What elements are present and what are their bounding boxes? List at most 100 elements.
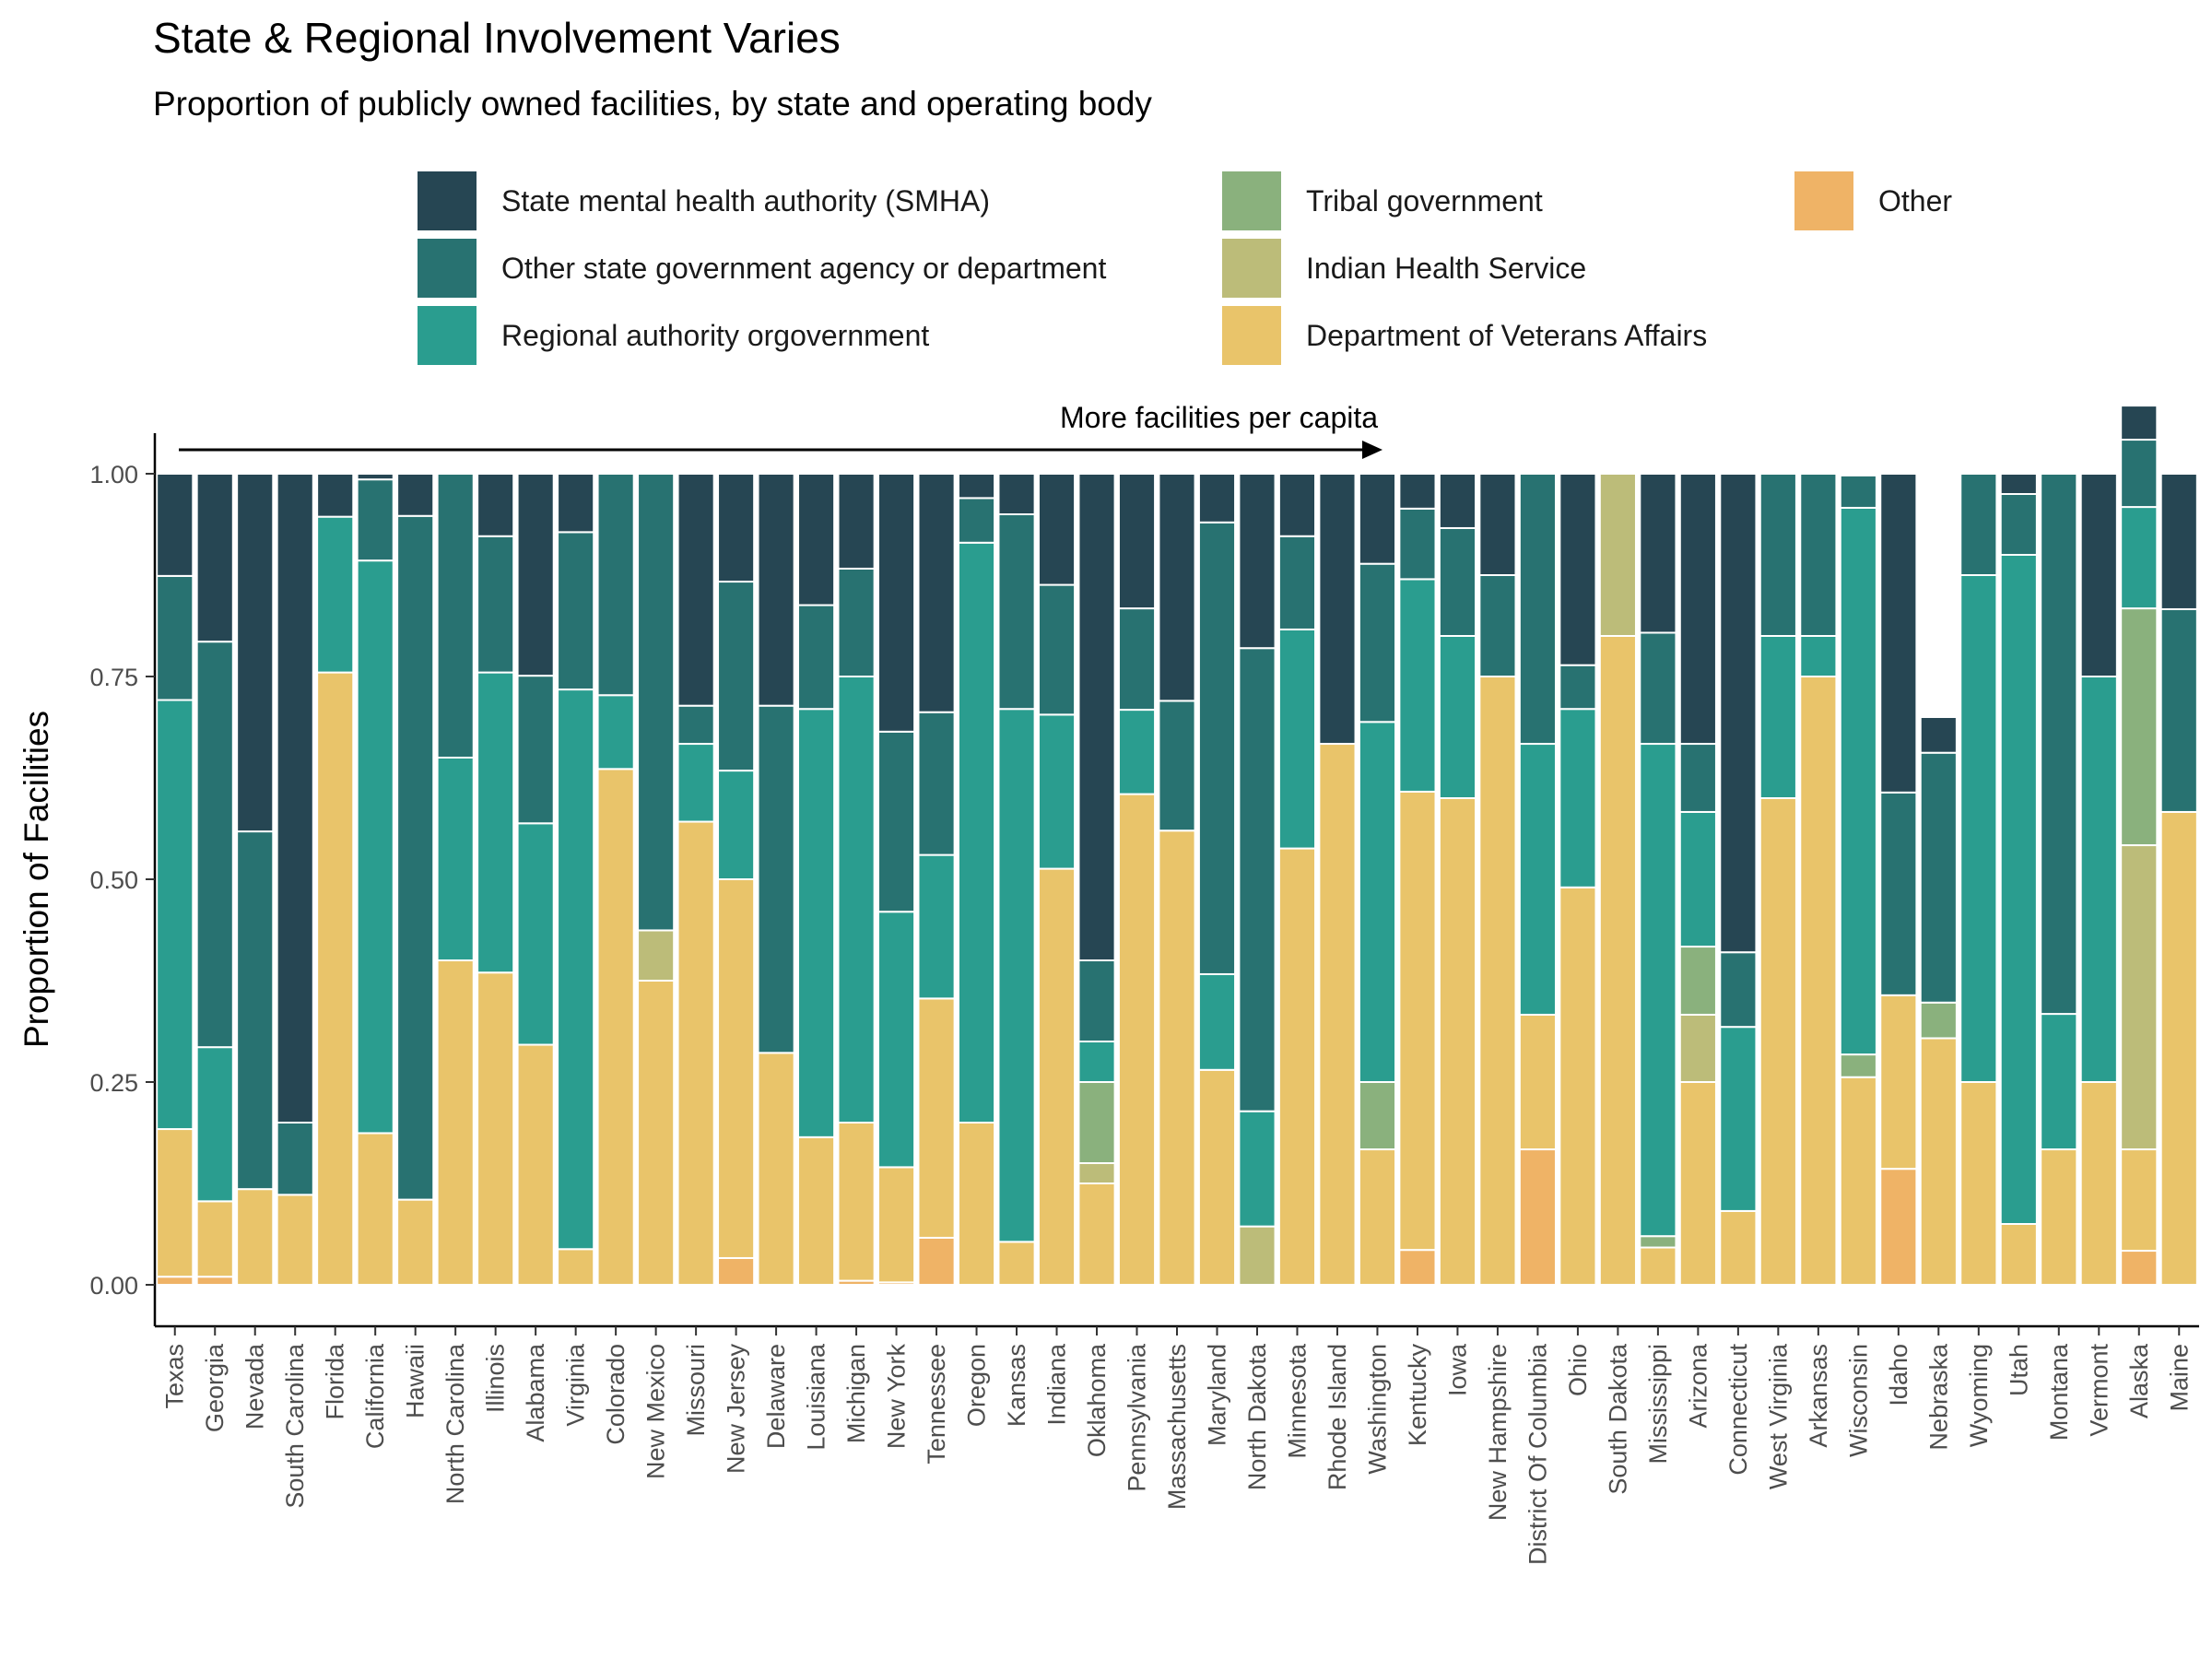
x-tick-label-alaska: Alaska (2125, 1343, 2153, 1418)
bar-georgia-other-state-government-agency-or-department (195, 641, 234, 1049)
bar-georgia-department-of-veterans-affairs (195, 1200, 234, 1278)
bar-ohio-regional-authority-orgovernment (1559, 708, 1597, 888)
bar-arizona-other-state-government-agency-or-department (1678, 743, 1717, 813)
bar-montana-department-of-veterans-affairs (2040, 1148, 2078, 1287)
x-tick-label-virginia: Virginia (562, 1343, 590, 1427)
bar-wisconsin-other-state-government-agency-or-department (1839, 474, 1877, 509)
bar-maine-department-of-veterans-affairs (2159, 810, 2198, 1286)
x-tick-label-rhode-island: Rhode Island (1324, 1344, 1351, 1490)
x-tick-label-missouri: Missouri (682, 1344, 710, 1437)
bar-massachusetts-other-state-government-agency-or-department (1158, 700, 1196, 832)
bar-alaska-indian-health-service (2120, 844, 2159, 1151)
bar-kentucky-regional-authority-orgovernment (1398, 578, 1437, 793)
x-tick-label-wisconsin: Wisconsin (1844, 1344, 1872, 1457)
bar-arkansas-department-of-veterans-affairs (1799, 676, 1838, 1286)
x-tick-label-idaho: Idaho (1885, 1344, 1912, 1406)
bar-vermont-regional-authority-orgovernment (2079, 676, 2118, 1083)
bar-oregon-other-state-government-agency-or-department (957, 497, 996, 544)
bar-michigan-other-state-government-agency-or-department (837, 567, 876, 678)
bar-florida-state-mental-health-authority-smha (316, 473, 355, 518)
bar-pennsylvania-state-mental-health-authority-smha (1117, 473, 1157, 610)
bar-tennessee-other-state-government-agency-or-department (917, 711, 956, 856)
bar-nevada-other-state-government-agency-or-department (236, 830, 275, 1191)
bar-vermont-state-mental-health-authority-smha (2079, 473, 2118, 677)
bar-mississippi-tribal-government (1639, 1235, 1677, 1249)
bar-maine-state-mental-health-authority-smha (2159, 473, 2198, 610)
bar-massachusetts-state-mental-health-authority-smha (1158, 473, 1196, 702)
bar-nebraska-department-of-veterans-affairs (1919, 1037, 1958, 1286)
bar-minnesota-state-mental-health-authority-smha (1277, 473, 1317, 537)
bar-tennessee-regional-authority-orgovernment (917, 853, 956, 1000)
bar-ohio-other-state-government-agency-or-department (1559, 664, 1597, 711)
x-tick-label-maine: Maine (2165, 1344, 2193, 1412)
bar-utah-department-of-veterans-affairs (1999, 1223, 2038, 1286)
bar-north-dakota-indian-health-service (1238, 1225, 1277, 1287)
x-tick-label-arkansas: Arkansas (1805, 1344, 1832, 1448)
x-tick-label-north-carolina: North Carolina (441, 1343, 469, 1504)
y-tick-label-0-25: 0.25 (89, 1069, 138, 1097)
x-tick-label-illinois: Illinois (482, 1344, 510, 1413)
bar-georgia-state-mental-health-authority-smha (195, 473, 234, 643)
bar-texas-other-state-government-agency-or-department (156, 574, 194, 701)
bar-kentucky-state-mental-health-authority-smha (1398, 473, 1437, 510)
bar-nebraska-other-state-government-agency-or-department (1919, 751, 1958, 1004)
bar-connecticut-other-state-government-agency-or-department (1719, 951, 1758, 1029)
x-tick-label-florida: Florida (322, 1343, 349, 1420)
x-tick-label-oregon: Oregon (963, 1344, 991, 1427)
bar-wisconsin-state-mental-health-authority-smha (1839, 473, 1877, 477)
bar-connecticut-state-mental-health-authority-smha (1719, 473, 1758, 954)
bar-wyoming-regional-authority-orgovernment (1959, 574, 1998, 1083)
bar-tennessee-state-mental-health-authority-smha (917, 473, 956, 713)
bar-oregon-regional-authority-orgovernment (957, 541, 996, 1124)
bar-illinois-state-mental-health-authority-smha (477, 473, 515, 537)
bar-wisconsin-regional-authority-orgovernment (1839, 506, 1877, 1056)
y-tick-label-0-50: 0.50 (89, 866, 138, 894)
bar-illinois-department-of-veterans-affairs (477, 971, 515, 1286)
bar-new-york-department-of-veterans-affairs (877, 1166, 916, 1284)
bar-georgia-other (195, 1276, 234, 1286)
bar-alabama-other-state-government-agency-or-department (516, 675, 555, 825)
bar-pennsylvania-regional-authority-orgovernment (1117, 709, 1157, 795)
x-tick-label-california: California (361, 1343, 389, 1449)
bar-utah-other-state-government-agency-or-department (1999, 493, 2038, 556)
x-tick-label-oklahoma: Oklahoma (1083, 1343, 1111, 1457)
bar-kansas-other-state-government-agency-or-department (997, 513, 1036, 711)
bar-ohio-state-mental-health-authority-smha (1559, 473, 1597, 666)
chart-title: State & Regional Involvement Varies (153, 14, 841, 62)
y-tick-label-1-00: 1.00 (89, 461, 138, 488)
x-tick-label-ohio: Ohio (1564, 1344, 1592, 1396)
bar-nevada-department-of-veterans-affairs (236, 1188, 275, 1287)
y-tick-label-0-75: 0.75 (89, 664, 138, 691)
bar-oklahoma-department-of-veterans-affairs (1077, 1182, 1116, 1286)
x-tick-label-massachusetts: Massachusetts (1163, 1344, 1191, 1510)
bar-idaho-state-mental-health-authority-smha (1879, 473, 1918, 794)
x-tick-label-district-of-columbia: District Of Columbia (1524, 1343, 1551, 1565)
x-tick-label-connecticut: Connecticut (1724, 1344, 1752, 1476)
bar-hawaii-other-state-government-agency-or-department (396, 514, 435, 1201)
bars-group (156, 405, 2198, 1287)
bar-alaska-regional-authority-orgovernment (2120, 506, 2159, 610)
bar-west-virginia-department-of-veterans-affairs (1759, 797, 1797, 1286)
x-tick-label-kentucky: Kentucky (1404, 1344, 1431, 1447)
bar-new-york-regional-authority-orgovernment (877, 911, 916, 1169)
bar-pennsylvania-other-state-government-agency-or-department (1117, 607, 1157, 712)
x-tick-label-montana: Montana (2045, 1343, 2073, 1441)
bar-iowa-other-state-government-agency-or-department (1438, 526, 1477, 638)
legend-label-regional-authority-orgovernment: Regional authority orgovernment (501, 319, 929, 352)
bar-illinois-regional-authority-orgovernment (477, 671, 515, 974)
bar-new-hampshire-other-state-government-agency-or-department (1478, 574, 1517, 677)
bar-ohio-department-of-veterans-affairs (1559, 886, 1597, 1286)
bar-kentucky-other-state-government-agency-or-department (1398, 507, 1437, 581)
bar-kansas-regional-authority-orgovernment (997, 708, 1036, 1243)
bar-connecticut-department-of-veterans-affairs (1719, 1209, 1758, 1287)
bar-new-jersey-other-state-government-agency-or-department (717, 581, 756, 772)
bar-north-carolina-regional-authority-orgovernment (436, 757, 475, 961)
bar-texas-department-of-veterans-affairs (156, 1128, 194, 1278)
x-tick-label-kansas: Kansas (1003, 1344, 1030, 1427)
bar-washington-regional-authority-orgovernment (1358, 721, 1397, 1084)
annotation-label: More facilities per capita (1060, 401, 1378, 434)
x-tick-label-new-jersey: New Jersey (723, 1344, 750, 1475)
bar-nebraska-tribal-government (1919, 1001, 1958, 1040)
bar-montana-other-state-government-agency-or-department (2040, 473, 2078, 1016)
bar-north-dakota-regional-authority-orgovernment (1238, 1110, 1277, 1228)
